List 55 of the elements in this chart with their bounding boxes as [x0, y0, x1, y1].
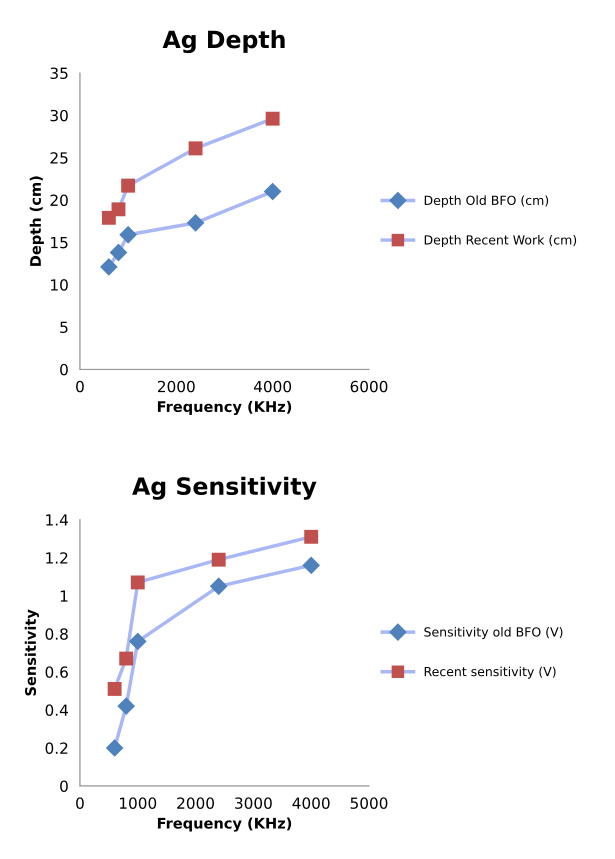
y-axis-title: Sensitivity — [24, 609, 39, 696]
point — [100, 258, 118, 276]
point — [120, 226, 137, 244]
y-tick-label: 1.2 — [46, 552, 68, 564]
point — [188, 141, 203, 156]
y-tick-label: 0.2 — [46, 742, 68, 754]
point — [187, 214, 204, 232]
x-tick-label: 5000 — [350, 797, 388, 809]
legend-label: Depth Old BFO (cm) — [424, 195, 548, 208]
x-axis-title: Frequency (KHz) — [158, 400, 292, 416]
point — [210, 578, 228, 595]
x-tick-label: 0 — [76, 797, 84, 809]
y-tick-label: 0.8 — [46, 628, 68, 640]
legend-label: Sensitivity old BFO (V) — [424, 626, 562, 640]
y-tick-label: 1.4 — [46, 514, 68, 526]
point — [119, 652, 134, 666]
y-tick-label: 5 — [60, 322, 68, 334]
point — [118, 698, 135, 715]
legend-label: Recent sensitivity (V) — [424, 666, 556, 679]
x-tick-label: 2000 — [177, 797, 214, 809]
chart-title: Ag Sensitivity — [132, 476, 317, 500]
y-axis-title: Depth (cm) — [30, 176, 44, 266]
y-tick-label: 0 — [60, 364, 68, 376]
legend-label: Depth Recent Work (cm) — [424, 234, 576, 248]
y-tick-label: 35 — [50, 67, 68, 80]
point — [108, 682, 122, 696]
y-tick-label: 20 — [50, 194, 68, 206]
point — [129, 632, 146, 650]
y-tick-label: 0.4 — [46, 704, 68, 716]
y-tick-label: 0.6 — [46, 666, 68, 678]
x-tick-label: 0 — [76, 380, 84, 392]
y-tick-label: 1 — [60, 590, 68, 602]
y-tick-label: 10 — [51, 279, 68, 291]
y-tick-label: 15 — [51, 237, 68, 248]
point — [212, 552, 226, 567]
x-tick-label: 3000 — [235, 797, 272, 809]
point — [112, 202, 126, 216]
x-tick-label: 4000 — [254, 380, 292, 392]
y-tick-label: 30 — [50, 110, 68, 122]
y-tick-label: 0 — [60, 780, 68, 792]
point — [106, 739, 124, 756]
point — [304, 530, 318, 544]
x-tick-label: 6000 — [350, 380, 388, 392]
x-tick-label: 4000 — [292, 797, 330, 809]
x-tick-label: 1000 — [120, 797, 156, 809]
point — [264, 183, 282, 200]
x-tick-label: 2000 — [158, 380, 195, 392]
point — [302, 556, 320, 574]
x-axis-title: Frequency (KHz) — [158, 817, 292, 832]
y-tick-label: 25 — [50, 152, 68, 164]
chart-title: Ag Depth — [162, 30, 285, 54]
point — [110, 244, 128, 262]
point — [266, 112, 280, 126]
point — [121, 178, 136, 193]
point — [130, 576, 145, 590]
